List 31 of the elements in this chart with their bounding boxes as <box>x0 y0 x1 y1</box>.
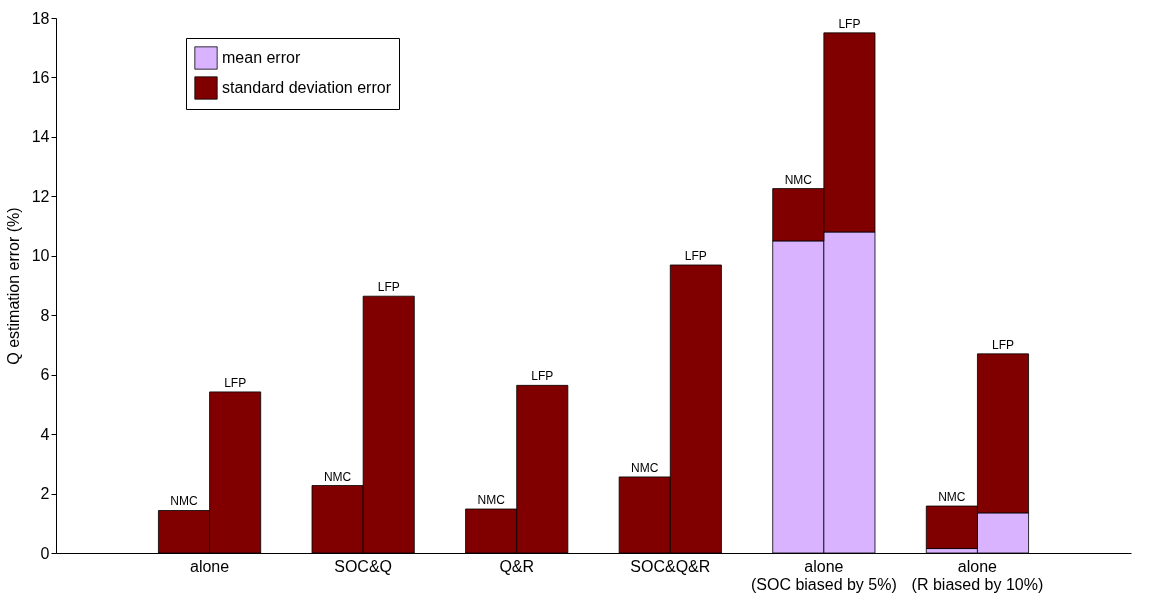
y-tick-label: 4 <box>40 425 50 443</box>
x-tick-label: NMC <box>477 493 506 508</box>
y-axis-title: Q estimation error (%) <box>4 207 22 365</box>
y-tick-label: 6 <box>40 366 50 384</box>
y-tick-label: 14 <box>31 128 50 146</box>
x-tick-label: LFP <box>531 369 554 384</box>
y-tick-label: 10 <box>31 247 50 265</box>
x-tick-label: LFP <box>377 280 400 295</box>
x-tick-label: NMC <box>784 172 813 187</box>
x-tick-label: LFP <box>684 248 707 263</box>
legend-label: standard deviation error <box>222 79 392 96</box>
x-tick-label: NMC <box>631 460 659 475</box>
text: alone (SOC biased by 5%) <box>750 558 897 593</box>
x-tick-label: LFP <box>224 375 247 390</box>
y-tick-label: 2 <box>40 485 50 503</box>
text: SOC&Q <box>334 558 393 575</box>
text: alone (R biased by 10%) <box>911 558 1044 593</box>
x-tick-label: NMC <box>170 494 198 509</box>
x-tick-label: NMC <box>323 469 352 484</box>
y-tick-label: 8 <box>40 306 50 324</box>
y-tick-label: 0 <box>40 544 50 562</box>
x-tick-label: LFP <box>991 337 1015 352</box>
text: Q&R <box>499 558 535 575</box>
text: alone <box>189 558 230 575</box>
x-tick-label: NMC <box>938 490 966 505</box>
y-tick-label: 12 <box>31 187 50 205</box>
legend-label: mean error <box>222 49 301 66</box>
y-tick-label: 16 <box>31 68 50 86</box>
y-tick-label: 18 <box>31 9 50 27</box>
x-tick-label: LFP <box>838 16 861 31</box>
text: SOC&Q&R <box>630 558 711 575</box>
